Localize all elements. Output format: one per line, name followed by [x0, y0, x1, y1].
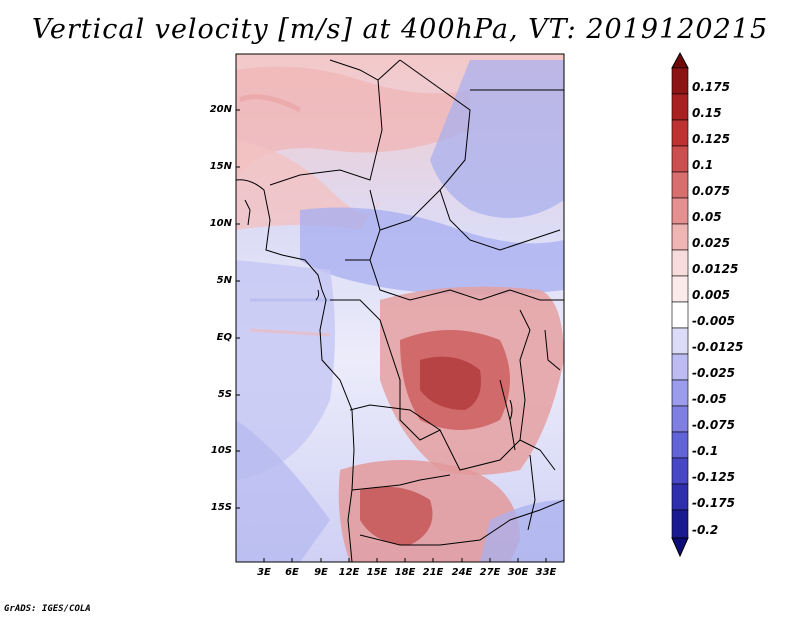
- colorbar-label: 0.025: [692, 236, 730, 250]
- lon-label: 3E: [257, 567, 271, 578]
- lat-label: 15N: [209, 161, 232, 172]
- chart-title: Vertical velocity [m/s] at 400hPa, VT: 2…: [31, 14, 769, 45]
- lon-label: 27E: [479, 567, 501, 578]
- grads-credit: GrADS: IGES/COLA: [4, 604, 91, 614]
- colorbar-label: 0.125: [692, 132, 730, 146]
- lon-label: 9E: [314, 567, 328, 578]
- lat-label: 15S: [210, 502, 232, 513]
- lon-label: 18E: [394, 567, 416, 578]
- colorbar-label: -0.0125: [692, 340, 744, 354]
- colorbar-label: 0.0125: [692, 262, 739, 276]
- lat-label: 5N: [216, 275, 232, 286]
- lat-label: EQ: [216, 332, 232, 343]
- map-frame: [235, 53, 565, 563]
- colorbar-label: -0.075: [692, 418, 735, 432]
- colorbar-label: -0.125: [692, 470, 735, 484]
- lat-label: 10N: [209, 218, 232, 229]
- lon-label: 30E: [507, 567, 529, 578]
- colorbar-label: -0.005: [692, 314, 735, 328]
- colorbar: [671, 51, 689, 558]
- colorbar-label: -0.175: [692, 496, 735, 510]
- colorbar-label: -0.1: [692, 444, 719, 458]
- colorbar-label: 0.005: [692, 288, 730, 302]
- colorbar-label: 0.075: [692, 184, 730, 198]
- lon-label: 6E: [285, 567, 299, 578]
- lon-label: 24E: [451, 567, 473, 578]
- colorbar-top-arrow: [671, 51, 689, 69]
- lat-label: 10S: [210, 445, 232, 456]
- country-borders: [236, 59, 564, 562]
- colorbar-label: 0.1: [692, 158, 714, 172]
- colorbar-label: 0.15: [692, 106, 722, 120]
- colorbar-label: -0.025: [692, 366, 735, 380]
- lat-label: 5S: [217, 389, 232, 400]
- lon-label: 33E: [535, 567, 557, 578]
- lon-label: 12E: [338, 567, 360, 578]
- lon-label: 15E: [366, 567, 388, 578]
- colorbar-label: -0.05: [692, 392, 727, 406]
- lat-label: 20N: [209, 104, 232, 115]
- colorbar-label: 0.05: [692, 210, 722, 224]
- velocity-field: [236, 54, 564, 562]
- colorbar-label: -0.2: [692, 523, 719, 537]
- lon-label: 21E: [422, 567, 444, 578]
- colorbar-bottom-arrow: [671, 537, 689, 558]
- axis-ticks: [236, 109, 547, 562]
- colorbar-label: 0.175: [692, 80, 730, 94]
